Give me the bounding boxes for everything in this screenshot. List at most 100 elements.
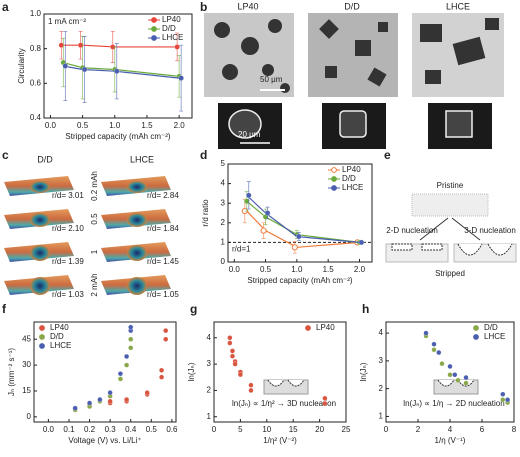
data-point bbox=[232, 361, 238, 367]
ratio-label: r/d= 2.84 bbox=[147, 191, 179, 200]
data-point bbox=[227, 335, 233, 341]
surface-pit bbox=[30, 181, 50, 193]
x-tick-label: 2.0 bbox=[174, 121, 186, 130]
capacity-label: 1 bbox=[90, 249, 99, 254]
ratio-label: r/d= 1.03 bbox=[52, 290, 84, 299]
data-point bbox=[246, 192, 252, 199]
data-point bbox=[124, 362, 130, 368]
panel-label: f bbox=[2, 302, 7, 316]
capacity-label: 0.2 mAh bbox=[90, 171, 99, 201]
legend-label: LP40 bbox=[162, 15, 181, 24]
schematic-label: Stripped bbox=[435, 269, 465, 278]
legend-marker bbox=[39, 343, 45, 349]
y-tick-label: 0.8 bbox=[30, 44, 42, 53]
capacity-label: 2 mAh bbox=[90, 273, 99, 296]
data-point bbox=[163, 336, 169, 342]
panel-label: h bbox=[362, 302, 369, 316]
micrograph-label: LHCE bbox=[446, 1, 470, 11]
x-tick-label: 0.0 bbox=[43, 425, 55, 434]
panel-label: e bbox=[384, 148, 391, 162]
y-tick-label: 1.0 bbox=[30, 9, 42, 18]
y-tick-label: 2 bbox=[221, 218, 226, 227]
data-point bbox=[58, 42, 65, 48]
legend-marker bbox=[39, 325, 45, 331]
y-tick-label: 15 bbox=[22, 386, 31, 395]
surface-column: LHCE bbox=[130, 154, 154, 164]
pits bbox=[214, 18, 499, 93]
scale-bar-label: 20 μm bbox=[238, 130, 261, 139]
surface-pit bbox=[127, 245, 147, 261]
data-point bbox=[447, 363, 453, 369]
y-tick-label: 0.4 bbox=[30, 113, 42, 122]
data-point bbox=[229, 353, 236, 359]
micrograph-label: LP40 bbox=[237, 1, 258, 11]
legend-label: D/D bbox=[484, 323, 498, 332]
panel-label: g bbox=[190, 302, 197, 316]
data-point bbox=[227, 340, 233, 346]
data-point bbox=[107, 398, 113, 404]
x-tick-label: 0.3 bbox=[105, 425, 117, 434]
x-tick-label: 0.6 bbox=[166, 425, 178, 434]
data-point bbox=[439, 361, 445, 367]
y-tick-label: 30 bbox=[22, 360, 31, 369]
schematic-label: 3-D nucleation bbox=[464, 226, 516, 235]
data-point bbox=[117, 371, 123, 377]
legend-marker bbox=[305, 325, 311, 331]
ratio-label: r/d= 1.84 bbox=[147, 224, 179, 233]
legend-marker bbox=[331, 167, 337, 173]
annotation: ln(Jₙ) ∝ 1/η → 2D nucleation bbox=[403, 399, 504, 408]
data-point bbox=[505, 397, 511, 403]
data-point bbox=[124, 353, 130, 360]
data-point bbox=[159, 367, 165, 373]
data-point bbox=[128, 345, 134, 351]
legend-marker bbox=[473, 334, 479, 340]
y-tick-label: 4 bbox=[379, 328, 384, 337]
y-tick-label: 1 bbox=[207, 412, 212, 421]
x-axis-label: Stripped capacity (mAh cm⁻²) bbox=[247, 276, 352, 285]
data-point bbox=[174, 44, 180, 50]
surface-pit bbox=[30, 245, 50, 261]
micrographs: LP40 D/D LHCE 50 μm 20 μm bbox=[204, 1, 504, 149]
data-point bbox=[463, 375, 469, 381]
pit-2d bbox=[421, 243, 443, 251]
y-tick-label: 2 bbox=[207, 386, 212, 395]
pit-3d bbox=[457, 243, 513, 256]
legend-marker bbox=[331, 185, 337, 191]
capacity-label: 0.5 bbox=[90, 213, 99, 225]
data-point bbox=[452, 372, 458, 378]
x-tick-label: 2.0 bbox=[354, 265, 366, 274]
data-point bbox=[248, 387, 254, 393]
legend-marker bbox=[39, 334, 45, 340]
inset-pit bbox=[267, 379, 305, 387]
series-line bbox=[63, 61, 180, 77]
y-tick-label: 0 bbox=[221, 257, 226, 266]
data-point bbox=[72, 405, 78, 411]
data-point bbox=[500, 391, 506, 397]
data-point bbox=[128, 336, 134, 342]
plot-frame bbox=[33, 321, 177, 423]
x-tick-label: 1.5 bbox=[141, 121, 153, 130]
annotation: r/d=1 bbox=[232, 245, 251, 254]
legend-label: D/D bbox=[162, 24, 176, 33]
data-point bbox=[159, 374, 165, 380]
schematic-label: 2-D nucleation bbox=[386, 226, 438, 235]
y-axis-label: ln(Jₙ) bbox=[359, 362, 368, 381]
data-point bbox=[358, 239, 365, 246]
surface-pit bbox=[30, 213, 50, 227]
annotation: ln(Jₙ) ∝ 1/η² → 3D nucleation bbox=[232, 399, 336, 408]
panel-label: a bbox=[2, 0, 9, 14]
y-tick-label: 1 bbox=[221, 238, 226, 247]
data-point bbox=[117, 376, 123, 382]
data-point bbox=[447, 372, 453, 378]
series-line bbox=[246, 200, 360, 243]
x-tick-label: 0.5 bbox=[77, 121, 89, 130]
pit-outline bbox=[228, 109, 262, 139]
x-tick-label: 4 bbox=[448, 425, 453, 434]
legend-label: LHCE bbox=[484, 332, 505, 341]
surface-pit bbox=[127, 277, 147, 295]
x-tick-label: 0.1 bbox=[63, 425, 75, 434]
data-point bbox=[463, 380, 469, 386]
legend-label: LHCE bbox=[342, 183, 363, 192]
data-point bbox=[500, 397, 506, 403]
